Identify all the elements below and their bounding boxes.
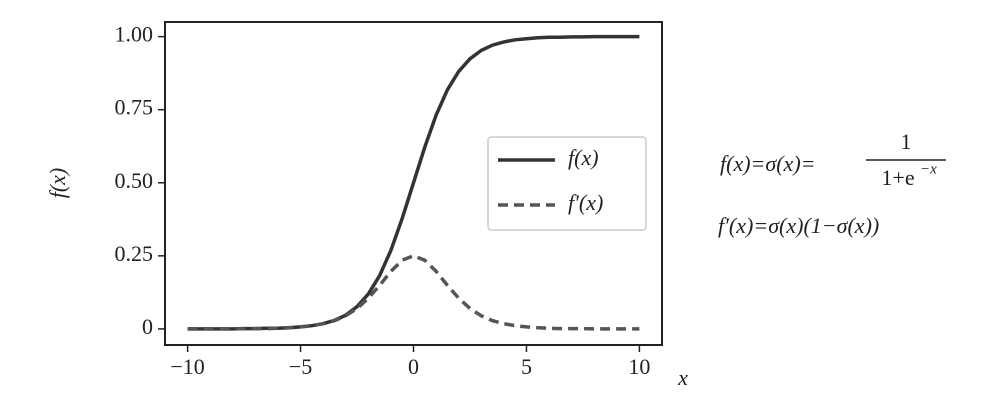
- y-tick-label: 0.50: [115, 168, 154, 193]
- formula-derivative: f′(x)=σ(x)(1−σ(x)): [718, 213, 879, 238]
- x-tick-label: 0: [408, 354, 419, 379]
- plot-frame: [164, 21, 663, 346]
- y-tick-label: 1.00: [115, 22, 154, 47]
- formula-left: f(x)=σ(x)=: [720, 151, 816, 176]
- legend-label: f′(x): [568, 190, 603, 215]
- x-tick-label: 5: [521, 354, 532, 379]
- x-tick-label: −10: [170, 354, 204, 379]
- legend-box: [487, 136, 647, 231]
- formula-numerator: 1: [901, 129, 912, 154]
- y-axis-label: f(x): [45, 168, 70, 199]
- x-tick-label: −5: [289, 354, 312, 379]
- y-tick-label: 0: [142, 314, 153, 339]
- formula-denominator: 1+e: [881, 165, 914, 190]
- series-line: [187, 34, 640, 331]
- y-tick-label: 0.75: [115, 95, 154, 120]
- y-tick-label: 0.25: [115, 241, 154, 266]
- formula-exponent: −x: [920, 161, 937, 177]
- x-axis-label: x: [677, 365, 688, 390]
- x-tick-label: 10: [628, 354, 650, 379]
- legend-label: f(x): [568, 145, 599, 170]
